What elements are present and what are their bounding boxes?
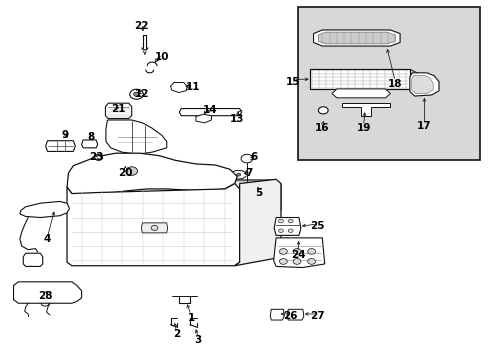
Polygon shape xyxy=(287,309,303,320)
Polygon shape xyxy=(117,163,146,179)
Polygon shape xyxy=(234,179,281,266)
Text: 27: 27 xyxy=(309,311,324,321)
Text: 7: 7 xyxy=(245,168,252,178)
Polygon shape xyxy=(141,223,167,233)
Polygon shape xyxy=(105,103,131,118)
Circle shape xyxy=(292,249,300,254)
Text: 14: 14 xyxy=(203,105,217,115)
Polygon shape xyxy=(212,180,281,214)
Circle shape xyxy=(318,107,327,114)
Circle shape xyxy=(279,249,287,254)
Circle shape xyxy=(287,219,292,223)
Circle shape xyxy=(129,89,143,99)
Text: 1: 1 xyxy=(187,312,194,323)
Polygon shape xyxy=(45,141,75,152)
Text: 17: 17 xyxy=(416,121,431,131)
Polygon shape xyxy=(341,103,389,116)
Polygon shape xyxy=(14,282,81,303)
Text: 20: 20 xyxy=(118,168,132,178)
Circle shape xyxy=(292,258,300,264)
Polygon shape xyxy=(81,140,98,148)
Circle shape xyxy=(279,258,287,264)
Polygon shape xyxy=(106,120,166,154)
Text: 11: 11 xyxy=(186,82,200,92)
Text: 18: 18 xyxy=(387,78,402,89)
Circle shape xyxy=(278,229,283,233)
Text: 25: 25 xyxy=(309,221,324,231)
Bar xyxy=(297,7,479,160)
Circle shape xyxy=(278,219,283,223)
Polygon shape xyxy=(270,309,284,320)
Polygon shape xyxy=(409,73,438,96)
Circle shape xyxy=(133,92,139,96)
Text: 15: 15 xyxy=(285,77,300,87)
Text: 2: 2 xyxy=(172,329,180,339)
Polygon shape xyxy=(309,69,409,89)
Text: 24: 24 xyxy=(290,250,305,260)
Polygon shape xyxy=(23,253,42,266)
Polygon shape xyxy=(196,114,211,123)
Polygon shape xyxy=(331,89,389,98)
Polygon shape xyxy=(313,30,399,46)
Text: 10: 10 xyxy=(154,52,169,62)
Circle shape xyxy=(236,173,240,176)
Text: 22: 22 xyxy=(134,21,148,31)
Text: 26: 26 xyxy=(283,311,297,321)
Polygon shape xyxy=(411,75,432,94)
Polygon shape xyxy=(273,238,324,267)
Text: 13: 13 xyxy=(229,114,244,124)
Text: 4: 4 xyxy=(44,234,51,244)
Text: 21: 21 xyxy=(111,104,125,113)
Text: 5: 5 xyxy=(255,188,262,198)
Polygon shape xyxy=(216,182,277,212)
Polygon shape xyxy=(67,153,237,196)
Circle shape xyxy=(151,225,158,230)
Polygon shape xyxy=(179,109,241,116)
Circle shape xyxy=(307,258,315,264)
Circle shape xyxy=(307,249,315,254)
Polygon shape xyxy=(274,217,300,235)
Text: 12: 12 xyxy=(135,89,149,99)
Polygon shape xyxy=(20,202,69,217)
Polygon shape xyxy=(318,32,394,44)
Text: 19: 19 xyxy=(356,123,370,133)
Text: 8: 8 xyxy=(87,132,95,142)
Text: 28: 28 xyxy=(38,291,52,301)
Circle shape xyxy=(95,155,102,160)
Text: 6: 6 xyxy=(250,152,257,162)
Text: 16: 16 xyxy=(314,123,329,133)
Circle shape xyxy=(287,229,292,233)
Polygon shape xyxy=(67,184,239,266)
Text: 9: 9 xyxy=(61,130,68,140)
Polygon shape xyxy=(170,82,187,93)
Text: 3: 3 xyxy=(194,335,202,345)
Circle shape xyxy=(125,167,137,175)
Text: 23: 23 xyxy=(89,152,103,162)
